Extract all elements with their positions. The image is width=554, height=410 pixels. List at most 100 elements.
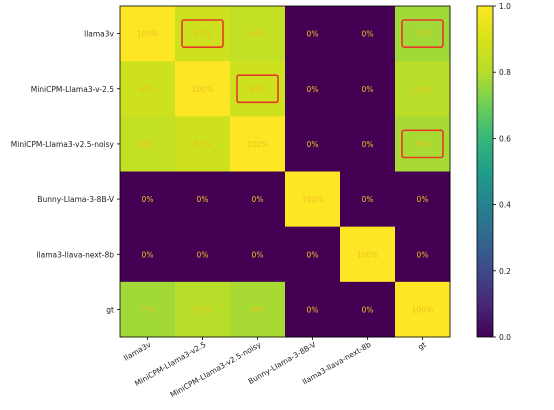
y-tick-label: llama3v [84,30,114,39]
heatmap-cell [395,116,451,172]
heatmap-cell [230,116,286,172]
heatmap-cell [230,281,286,338]
colorbar-tick-label: 0.6 [499,134,511,143]
cell-value-label: 0% [362,195,374,204]
heatmap-cells [120,6,451,338]
heatmap-value-labels: 100% 87% 84% 0% 0% 77% 87% 100% 87% 0% 0% 81% 84% 87%… [137,30,433,315]
highlight-box [401,129,444,159]
plot-frame [119,5,451,338]
cell-value-label: 0% [307,30,319,39]
heatmap-cell [120,116,176,172]
y-tick-label: MiniCPM-Llama3-v2.5-noisy [11,140,115,149]
heatmap-cell [230,171,286,228]
heatmap-cell [340,61,396,117]
heatmap-cell [175,6,231,62]
cell-value-label: 0% [307,140,319,149]
heatmap-cell [230,61,286,117]
cell-value-label: 78% [414,140,431,149]
heatmap-cell [285,61,341,117]
y-tick-labels: llama3v MiniCPM-Llama3-v-2.5 MiniCPM-Llama… [11,30,120,314]
cell-value-label: 87% [194,30,211,39]
cell-value-label: 0% [252,195,264,204]
heatmap-cell [340,226,396,283]
cell-value-label: 77% [139,305,156,314]
cell-value-label: 0% [252,250,264,259]
heatmap-cell [120,171,176,228]
heatmap-cell [175,281,231,338]
heatmap-cell [175,171,231,228]
cell-value-label: 0% [142,250,154,259]
cell-value-label: 84% [249,30,266,39]
cell-value-label: 78% [249,305,266,314]
y-tick-label: llama3-llava-next-8b [36,250,114,259]
cell-value-label: 0% [417,195,429,204]
heatmap-cell [285,116,341,172]
colorbar-tick-label: 0.0 [499,333,511,342]
cell-value-label: 0% [362,85,374,94]
heatmap-cell [175,226,231,283]
heatmap-cell [120,281,176,338]
y-tick-label: MiniCPM-Llama3-v-2.5 [31,85,114,94]
cell-value-label: 0% [307,250,319,259]
highlight-box [181,19,224,48]
heatmap-cell [120,6,176,62]
heatmap-cell [175,116,231,172]
heatmap-cell [395,281,451,338]
x-tick-label: gt [416,340,427,352]
cell-value-label: 81% [414,85,431,94]
cell-value-label: 100% [192,85,213,94]
heatmap-cell [395,61,451,117]
heatmap-cell [285,171,341,228]
y-tick-label: gt [106,305,114,314]
heatmap-cell [340,171,396,228]
cell-value-label: 0% [197,250,209,259]
cell-value-label: 100% [247,140,268,149]
heatmap-cell [395,226,451,283]
cell-value-label: 0% [307,85,319,94]
colorbar-ticks: 0.0 0.2 0.4 0.6 0.8 1.0 [493,2,511,342]
heatmap-cell [395,171,451,228]
cell-value-label: 87% [249,85,266,94]
cell-value-label: 77% [414,30,431,39]
heatmap-cell [340,6,396,62]
heatmap-cell [340,116,396,172]
cell-value-label: 100% [137,30,158,39]
cell-value-label: 84% [139,140,156,149]
cell-value-label: 100% [357,250,378,259]
cell-value-label: 0% [197,195,209,204]
colorbar-tick-label: 0.4 [499,201,511,210]
highlight-boxes [181,19,444,159]
cell-value-label: 0% [362,305,374,314]
cell-value-label: 100% [412,305,433,314]
cell-value-label: 0% [142,195,154,204]
highlight-box [236,74,279,104]
heatmap-cell [395,6,451,62]
highlight-box [401,19,444,48]
colorbar-tick-label: 0.8 [499,68,511,77]
cell-value-label: 0% [417,250,429,259]
colorbar [476,5,494,338]
colorbar-tick-label: 0.2 [499,267,511,276]
x-tick-label: llama3v [122,340,153,363]
cell-value-label: 0% [362,140,374,149]
heatmap-cell [120,61,176,117]
heatmap-cell [285,226,341,283]
cell-value-label: 81% [194,305,211,314]
heatmap-cell [120,226,176,283]
heatmap-cell [285,6,341,62]
cell-value-label: 87% [139,85,156,94]
heatmap-cell [340,281,396,338]
heatmap-cell [230,226,286,283]
cell-value-label: 0% [362,30,374,39]
heatmap-cell [230,6,286,62]
cell-value-label: 87% [194,140,211,149]
x-tick-label: MiniCPM-Llama3-v2.5-noisy [169,340,263,400]
colorbar-tick-label: 1.0 [499,2,511,11]
x-tick-labels: llama3vMiniCPM-Llama3-v2.5MiniCPM-Llama3… [122,337,428,400]
heatmap-cell [175,61,231,117]
heatmap-cell [285,281,341,338]
cell-value-label: 0% [307,305,319,314]
cell-value-label: 100% [302,195,323,204]
